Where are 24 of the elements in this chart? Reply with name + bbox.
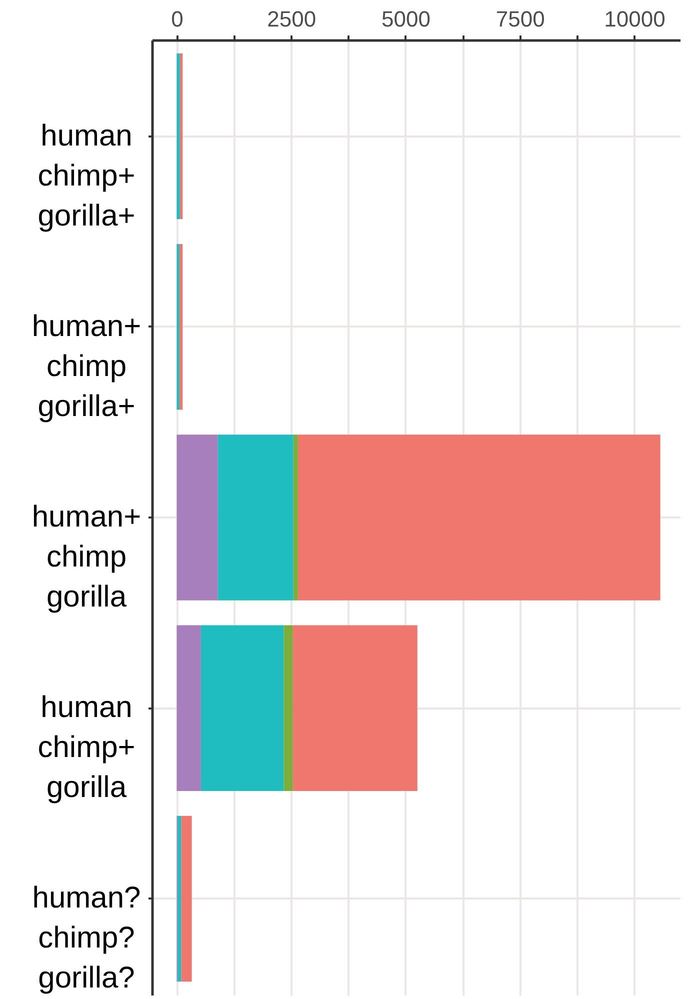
- y-tick-label: human chimp+ gorilla: [38, 691, 136, 804]
- bar: [298, 434, 660, 600]
- y-tick-label: human? chimp? gorilla?: [32, 882, 141, 995]
- x-tick-label: 10000: [604, 6, 666, 32]
- bar: [176, 244, 180, 410]
- bar: [181, 816, 192, 982]
- bar: [293, 434, 298, 600]
- bar: [178, 816, 182, 982]
- x-tick-label: 5000: [382, 6, 430, 32]
- bar: [284, 625, 293, 792]
- x-tick-label: 7500: [496, 6, 545, 32]
- bar: [176, 434, 218, 600]
- bar: [292, 625, 418, 792]
- bar: [176, 625, 201, 792]
- y-tick-label: human+ chimp gorilla+: [32, 310, 142, 423]
- bar: [176, 53, 180, 220]
- y-tick-label: human chimp+ gorilla+: [38, 119, 136, 232]
- x-tick-label: 2500: [267, 6, 316, 32]
- y-tick-label: human+ chimp gorilla: [32, 500, 142, 614]
- x-tick-label: 0: [171, 6, 184, 32]
- bar: [179, 244, 183, 410]
- bar: [180, 53, 183, 220]
- bar: [218, 434, 294, 600]
- bar: [200, 625, 284, 792]
